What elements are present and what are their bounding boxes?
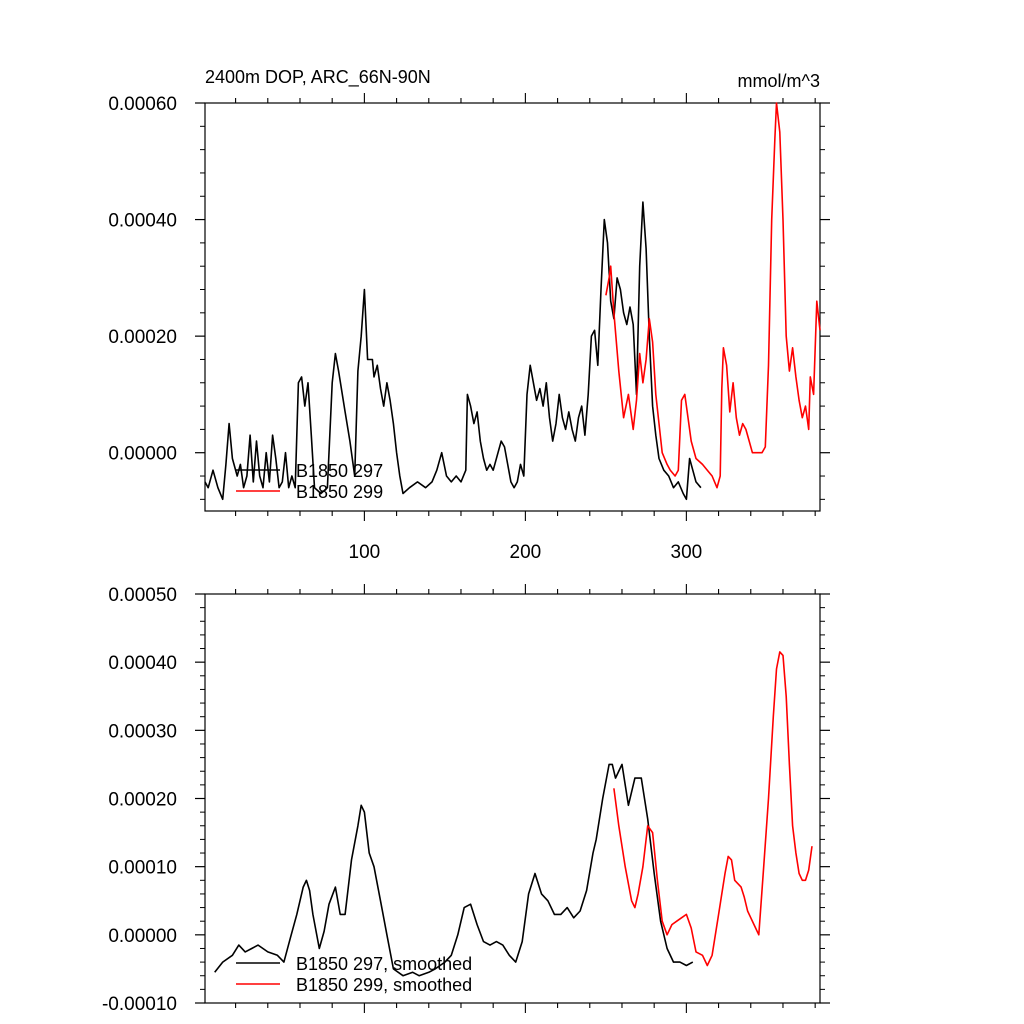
panel-bottom: -0.00010 0.00000 0.00010 0.00020 0.00030 0.00…	[102, 584, 830, 1015]
y-tick-label: 0.00030	[108, 721, 177, 742]
series-line-1	[204, 201, 702, 501]
legend-label: B1850 299, smoothed	[296, 975, 472, 995]
legend-label: B1850 297, smoothed	[296, 954, 472, 974]
units-label: mmol/m^3	[738, 71, 820, 91]
plot-frame	[204, 102, 821, 512]
legend-label: B1850 297	[296, 461, 383, 481]
y-tick-label: 0.00000	[108, 926, 177, 947]
panel-top: 2400m DOP, ARC_66N-90N mmol/m^3 0.00000 0…	[108, 67, 830, 563]
chart-title: 2400m DOP, ARC_66N-90N	[205, 67, 431, 88]
x-tick-label: 100	[349, 542, 381, 563]
legend-label: B1850 299	[296, 482, 383, 502]
y-tick-label: 0.00060	[108, 94, 177, 115]
y-tick-label: -0.00010	[102, 994, 177, 1015]
y-tick-label: 0.00040	[108, 653, 177, 674]
plot-frame	[204, 593, 821, 1004]
y-tick-label: 0.00040	[108, 211, 177, 232]
series-line-1	[214, 763, 694, 977]
series-line-2	[605, 102, 821, 489]
x-tick-label: 200	[510, 542, 542, 563]
series-line-2	[613, 651, 813, 967]
y-tick-label: 0.00010	[108, 858, 177, 879]
x-tick-label: 300	[671, 542, 703, 563]
y-tick-label: 0.00020	[108, 327, 177, 348]
y-tick-label: 0.00020	[108, 790, 177, 811]
y-tick-label: 0.00050	[108, 585, 177, 606]
y-tick-label: 0.00000	[108, 444, 177, 465]
